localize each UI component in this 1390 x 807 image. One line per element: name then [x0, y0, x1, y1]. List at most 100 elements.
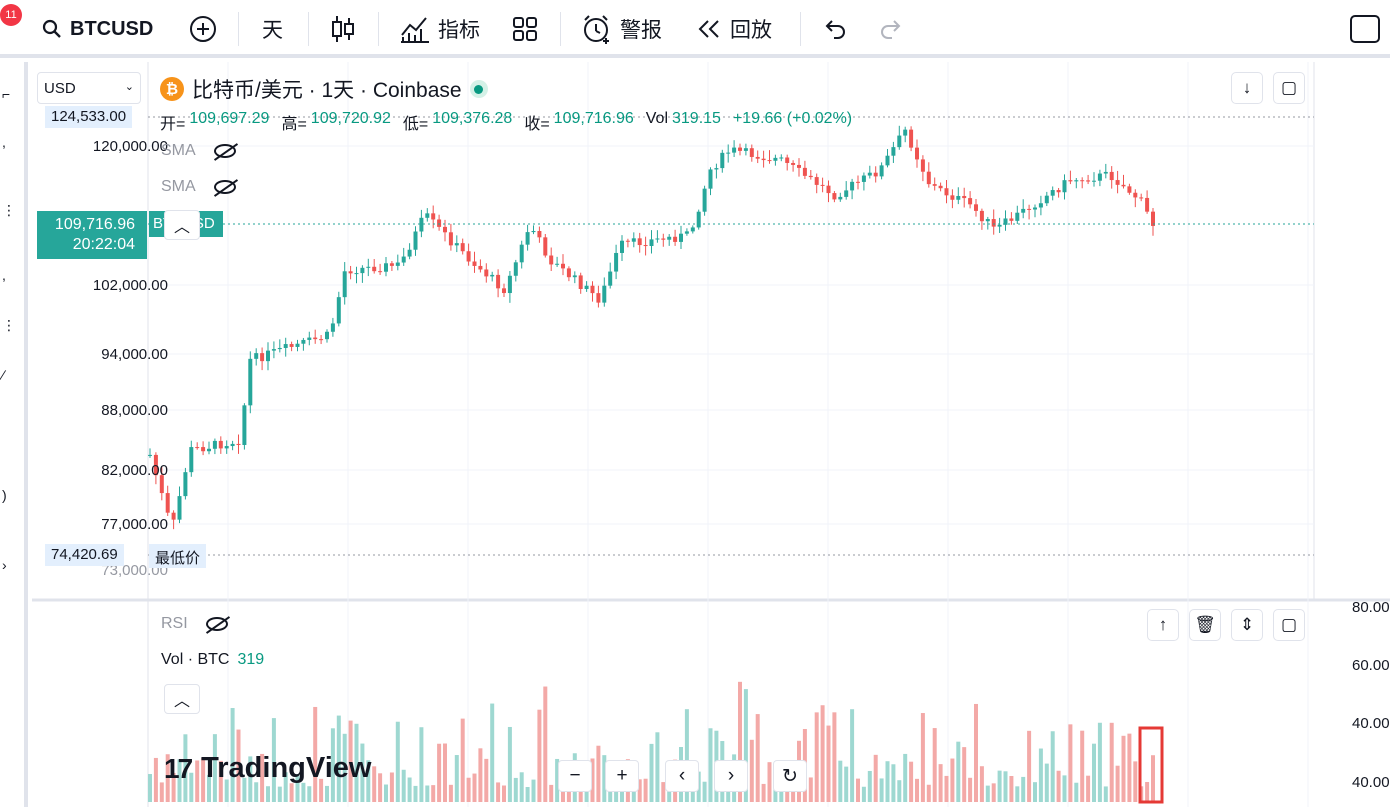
volume-bar: [366, 760, 371, 802]
alert-button[interactable]: 警报: [582, 12, 662, 46]
candle: [991, 209, 996, 235]
candle: [743, 143, 748, 156]
fullscreen-icon[interactable]: [1350, 15, 1380, 43]
volume-bar: [448, 784, 453, 802]
candle: [714, 163, 719, 179]
interval-button[interactable]: 天: [262, 12, 283, 46]
symbol-name: BTCUSD: [70, 17, 154, 40]
move-pane-down-button[interactable]: ↓: [1231, 72, 1263, 104]
volume-bar: [224, 779, 229, 802]
volume-bar: [1145, 781, 1150, 802]
candle: [437, 214, 442, 231]
bar-countdown: 20:22:04: [72, 236, 135, 253]
volume-bar: [1038, 748, 1043, 802]
candle: [330, 317, 335, 337]
pattern-icon[interactable]: ,: [2, 267, 6, 283]
chevron-up-icon: ︿: [173, 219, 190, 236]
eye-off-icon[interactable]: [213, 144, 236, 158]
collapse-pane-legend-button[interactable]: ︿: [164, 684, 200, 714]
reset-chart-button[interactable]: ↻: [773, 760, 807, 792]
candle: [289, 341, 294, 352]
volume-bar: [177, 759, 182, 802]
current-price-label: 109,716.96 20:22:04: [37, 211, 147, 259]
scroll-left-button[interactable]: ‹: [665, 760, 699, 792]
replay-button[interactable]: 回放: [696, 12, 772, 46]
layout-button[interactable]: [512, 12, 538, 46]
price-axis-label: 120,000.00: [92, 138, 168, 155]
high-label: 高=: [281, 116, 307, 133]
candle: [242, 403, 247, 450]
candle: [177, 486, 182, 524]
collapse-pane-button[interactable]: ⇕: [1231, 609, 1263, 641]
drawing-toolbar: ⌐ , ⋮ , ⋮ ∕ ) ›: [0, 62, 28, 807]
text-icon[interactable]: ): [2, 487, 7, 503]
trendline-icon[interactable]: ,: [2, 134, 6, 150]
candle: [738, 143, 742, 156]
volume-bar: [360, 743, 365, 802]
volume-bar: [277, 786, 282, 802]
eye-off-icon[interactable]: [205, 617, 228, 631]
volume-bar: [761, 783, 766, 802]
candle: [561, 254, 565, 276]
sma-indicator-1[interactable]: SMA: [161, 142, 236, 160]
candle: [224, 440, 229, 454]
search-icon: [42, 19, 61, 38]
volume-bar: [578, 785, 583, 802]
notification-badge[interactable]: 11: [0, 4, 22, 26]
redo-button[interactable]: [878, 12, 904, 46]
more-tools-icon[interactable]: ›: [2, 557, 7, 573]
candle: [295, 339, 300, 352]
collapse-legend-button[interactable]: ︿: [164, 210, 200, 240]
down-arrow-icon: ↓: [1242, 78, 1252, 97]
vol-label: Vol: [645, 110, 668, 127]
volume-bar: [218, 760, 223, 802]
undo-button[interactable]: [822, 12, 848, 46]
candle: [248, 351, 253, 414]
volume-bar: [472, 773, 477, 802]
compare-button[interactable]: [188, 12, 218, 46]
volume-bar: [342, 733, 347, 802]
chart-type-button[interactable]: [330, 12, 356, 46]
volume-bar: [271, 718, 276, 802]
candle: [808, 169, 813, 180]
zoom-in-button[interactable]: +: [605, 760, 639, 792]
fib-icon[interactable]: ⋮: [2, 202, 16, 218]
sma-indicator-2[interactable]: SMA: [161, 178, 236, 196]
maximize-pane-button[interactable]: ▢: [1273, 609, 1305, 641]
tradingview-logo[interactable]: 17 TradingView: [164, 752, 371, 785]
top-toolbar: 11 BTCUSD 天 指标 警报 回放: [0, 0, 1390, 58]
volume-bar: [1050, 731, 1055, 802]
candle: [1097, 169, 1102, 187]
symbol-search[interactable]: BTCUSD: [42, 12, 153, 46]
candle: [962, 187, 967, 208]
currency-select[interactable]: USD ⌄: [37, 72, 141, 104]
zoom-out-button[interactable]: −: [558, 760, 592, 792]
delete-pane-button[interactable]: 🗑: [1189, 609, 1221, 641]
volume-bar: [926, 784, 931, 802]
rsi-indicator[interactable]: RSI: [161, 615, 228, 633]
projection-icon[interactable]: ⋮: [2, 317, 16, 333]
chart-legend-title[interactable]: ₿ 比特币/美元 · 1天 · Coinbase: [160, 74, 488, 104]
maximize-pane-button[interactable]: ▢: [1273, 72, 1305, 104]
crosshair-icon[interactable]: ⌐: [2, 86, 11, 102]
candle: [903, 126, 908, 143]
scroll-right-button[interactable]: ›: [714, 760, 748, 792]
reset-icon: ↻: [782, 765, 798, 787]
move-pane-up-button[interactable]: ↑: [1147, 609, 1179, 641]
volume-bar: [301, 782, 306, 802]
volume-bar: [372, 766, 377, 802]
volume-bar: [832, 712, 837, 802]
indicators-button[interactable]: 指标: [400, 12, 480, 46]
volume-value: 319: [237, 651, 265, 668]
price-lines: [148, 116, 1314, 556]
candle: [525, 224, 530, 251]
high-price-marker: 124,533.00: [45, 106, 133, 128]
candle: [832, 191, 837, 203]
eye-off-icon[interactable]: [213, 180, 236, 194]
volume-bar: [336, 715, 341, 802]
candle: [608, 262, 613, 289]
brush-icon[interactable]: ∕: [2, 367, 5, 383]
candle: [171, 510, 176, 530]
volume-bar: [702, 781, 707, 802]
